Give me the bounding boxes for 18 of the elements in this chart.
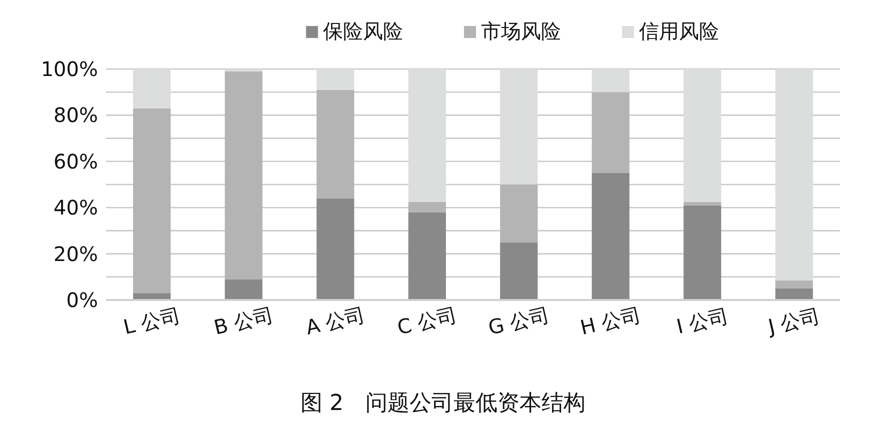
y-tick-label: 20% — [54, 242, 98, 266]
x-tick-label: L 公司 — [121, 302, 183, 340]
x-tick-label: A 公司 — [303, 302, 368, 340]
y-tick-label: 0% — [66, 288, 98, 312]
x-tick-label: B 公司 — [212, 302, 276, 340]
legend-label: 市场风险 — [481, 19, 561, 43]
x-tick-label: I 公司 — [674, 303, 731, 339]
y-tick-label: 80% — [54, 103, 98, 128]
legend-label: 保险风险 — [323, 19, 403, 43]
x-tick-label: H 公司 — [578, 302, 644, 340]
legend-label: 信用风险 — [639, 19, 719, 43]
y-tick-label: 60% — [54, 149, 98, 174]
caption: 图 2 问题公司最低资本结构 — [300, 391, 586, 416]
x-tick-label: G 公司 — [486, 302, 552, 340]
x-tick-label: J 公司 — [764, 303, 822, 340]
x-tick-label: C 公司 — [395, 302, 460, 340]
y-tick-label: 40% — [54, 196, 98, 220]
y-tick-label: 100% — [40, 57, 98, 81]
